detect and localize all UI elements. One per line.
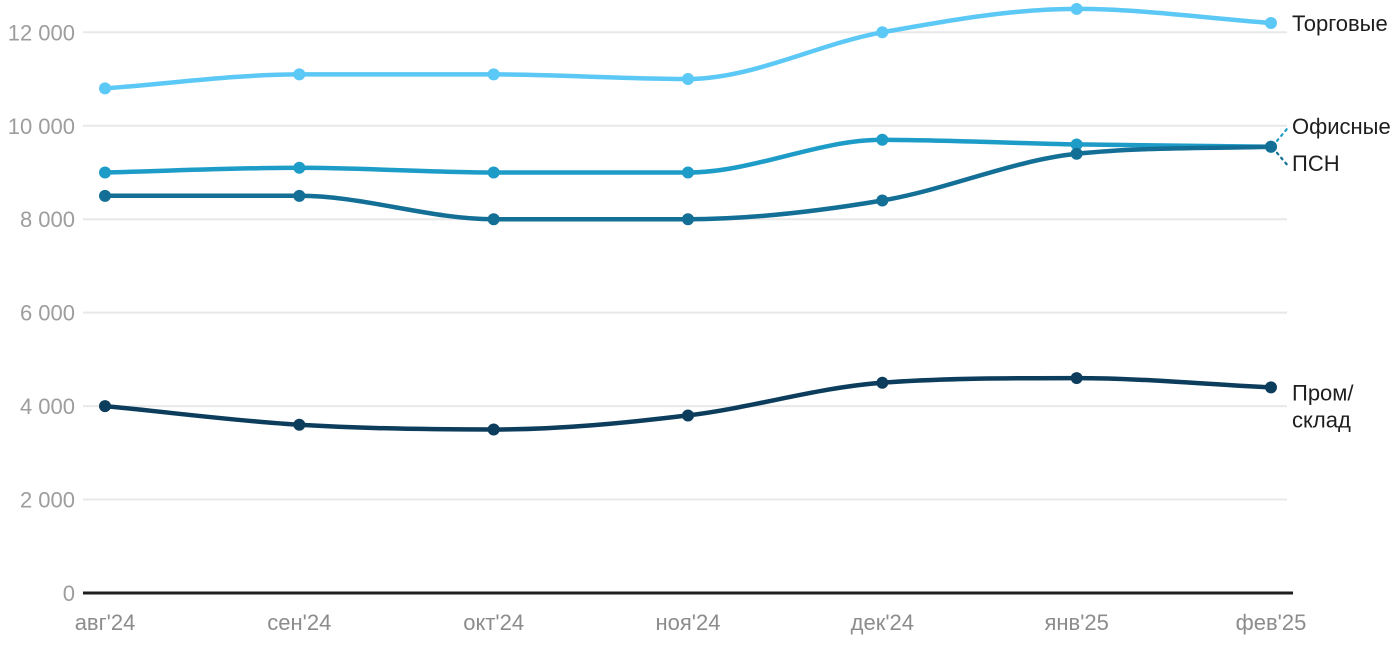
office-point-дек'24 xyxy=(876,133,889,146)
prom-sklad-point-окт'24 xyxy=(487,423,500,436)
retail-point-янв'25 xyxy=(1070,2,1083,15)
series-label-retail: Торговые xyxy=(1292,11,1388,36)
retail-point-ноя'24 xyxy=(681,73,694,86)
psn-point-фев'25 xyxy=(1264,140,1277,153)
retail-point-авг'24 xyxy=(99,82,111,95)
retail-point-дек'24 xyxy=(876,26,889,39)
psn-point-янв'25 xyxy=(1070,147,1083,160)
x-axis-label-1: авг'24 xyxy=(75,610,136,635)
series-label-prom-sklad-line2: склад xyxy=(1292,407,1351,432)
y-axis-label-12000: 12 000 xyxy=(8,20,75,45)
retail-point-сен'24 xyxy=(293,68,306,81)
y-axis-label-0: 0 xyxy=(63,581,75,606)
psn-point-ноя'24 xyxy=(681,213,694,226)
office-point-авг'24 xyxy=(99,166,111,179)
x-axis-label-7: фев'25 xyxy=(1236,610,1307,635)
prom-sklad-point-авг'24 xyxy=(99,400,111,413)
x-axis-label-6: янв'25 xyxy=(1044,610,1108,635)
x-axis-label-3: окт'24 xyxy=(463,610,524,635)
label-connector-psn xyxy=(1275,151,1290,167)
psn-point-дек'24 xyxy=(876,194,889,207)
office-point-окт'24 xyxy=(487,166,500,179)
y-axis-label-10000: 10 000 xyxy=(8,114,75,139)
retail-point-окт'24 xyxy=(487,68,500,81)
series-label-office: Офисные xyxy=(1292,114,1391,139)
y-axis-label-2000: 2 000 xyxy=(20,488,75,513)
y-axis-label-8000: 8 000 xyxy=(20,207,75,232)
x-axis-label-2: сен'24 xyxy=(267,610,331,635)
prom-sklad-point-дек'24 xyxy=(876,376,889,389)
office-point-сен'24 xyxy=(293,161,306,174)
retail-point-фев'25 xyxy=(1264,16,1277,29)
prom-sklad-point-ноя'24 xyxy=(681,409,694,422)
prom-sklad-point-фев'25 xyxy=(1264,381,1277,394)
office-point-ноя'24 xyxy=(681,166,694,179)
x-axis-label-5: дек'24 xyxy=(851,610,914,635)
y-axis-label-6000: 6 000 xyxy=(20,301,75,326)
series-label-psn: ПСН xyxy=(1292,151,1340,176)
psn-point-окт'24 xyxy=(487,213,500,226)
prom-sklad-point-сен'24 xyxy=(293,418,306,431)
prom-sklad-point-янв'25 xyxy=(1070,372,1083,385)
x-axis-label-4: ноя'24 xyxy=(656,610,721,635)
psn-point-сен'24 xyxy=(293,189,306,202)
label-connector-office xyxy=(1275,126,1290,142)
series-label-prom-sklad-line1: Пром/ xyxy=(1292,380,1354,405)
office-point-янв'25 xyxy=(1070,138,1083,151)
psn-point-авг'24 xyxy=(99,189,111,202)
y-axis-label-4000: 4 000 xyxy=(20,394,75,419)
